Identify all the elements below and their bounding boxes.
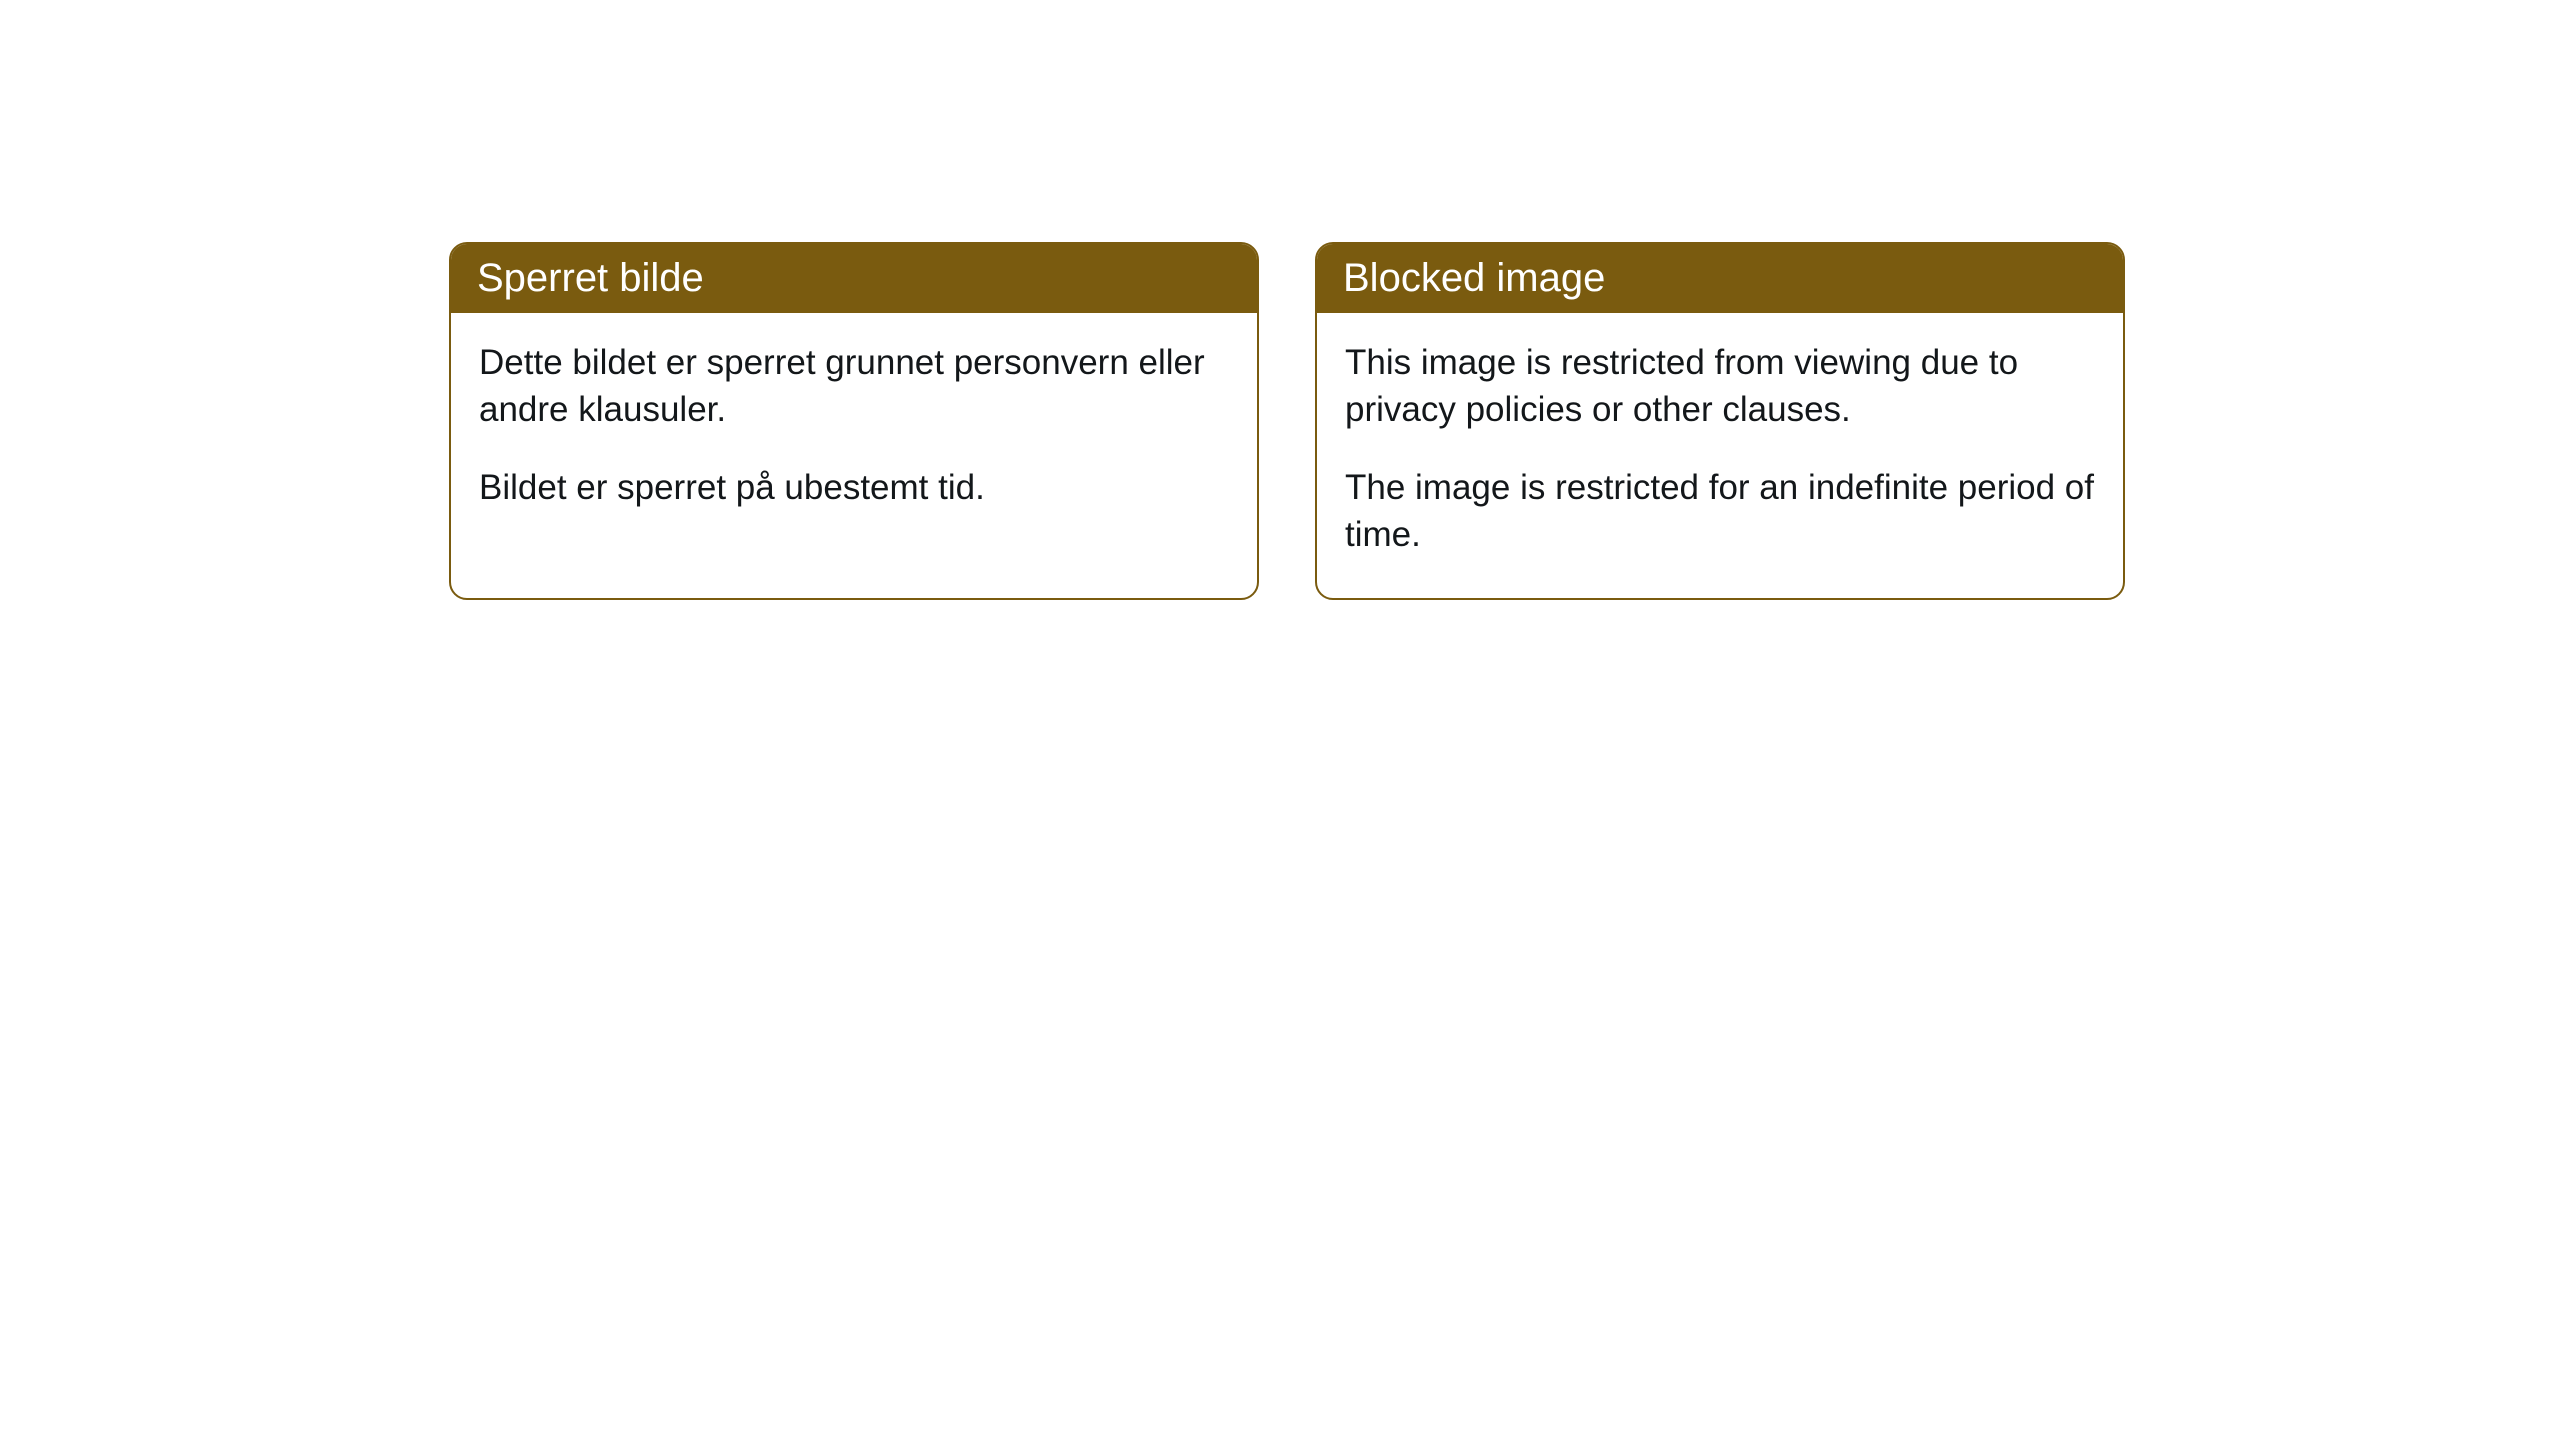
card-body-english: This image is restricted from viewing du… <box>1317 313 2123 598</box>
card-header-english: Blocked image <box>1317 244 2123 313</box>
card-title: Sperret bilde <box>477 256 704 300</box>
card-paragraph: Dette bildet er sperret grunnet personve… <box>479 339 1229 434</box>
card-paragraph: This image is restricted from viewing du… <box>1345 339 2095 434</box>
card-norwegian: Sperret bilde Dette bildet er sperret gr… <box>449 242 1259 600</box>
card-paragraph: The image is restricted for an indefinit… <box>1345 464 2095 559</box>
card-english: Blocked image This image is restricted f… <box>1315 242 2125 600</box>
card-header-norwegian: Sperret bilde <box>451 244 1257 313</box>
card-title: Blocked image <box>1343 256 1605 300</box>
cards-container: Sperret bilde Dette bildet er sperret gr… <box>449 242 2125 600</box>
card-paragraph: Bildet er sperret på ubestemt tid. <box>479 464 1229 511</box>
card-body-norwegian: Dette bildet er sperret grunnet personve… <box>451 313 1257 551</box>
